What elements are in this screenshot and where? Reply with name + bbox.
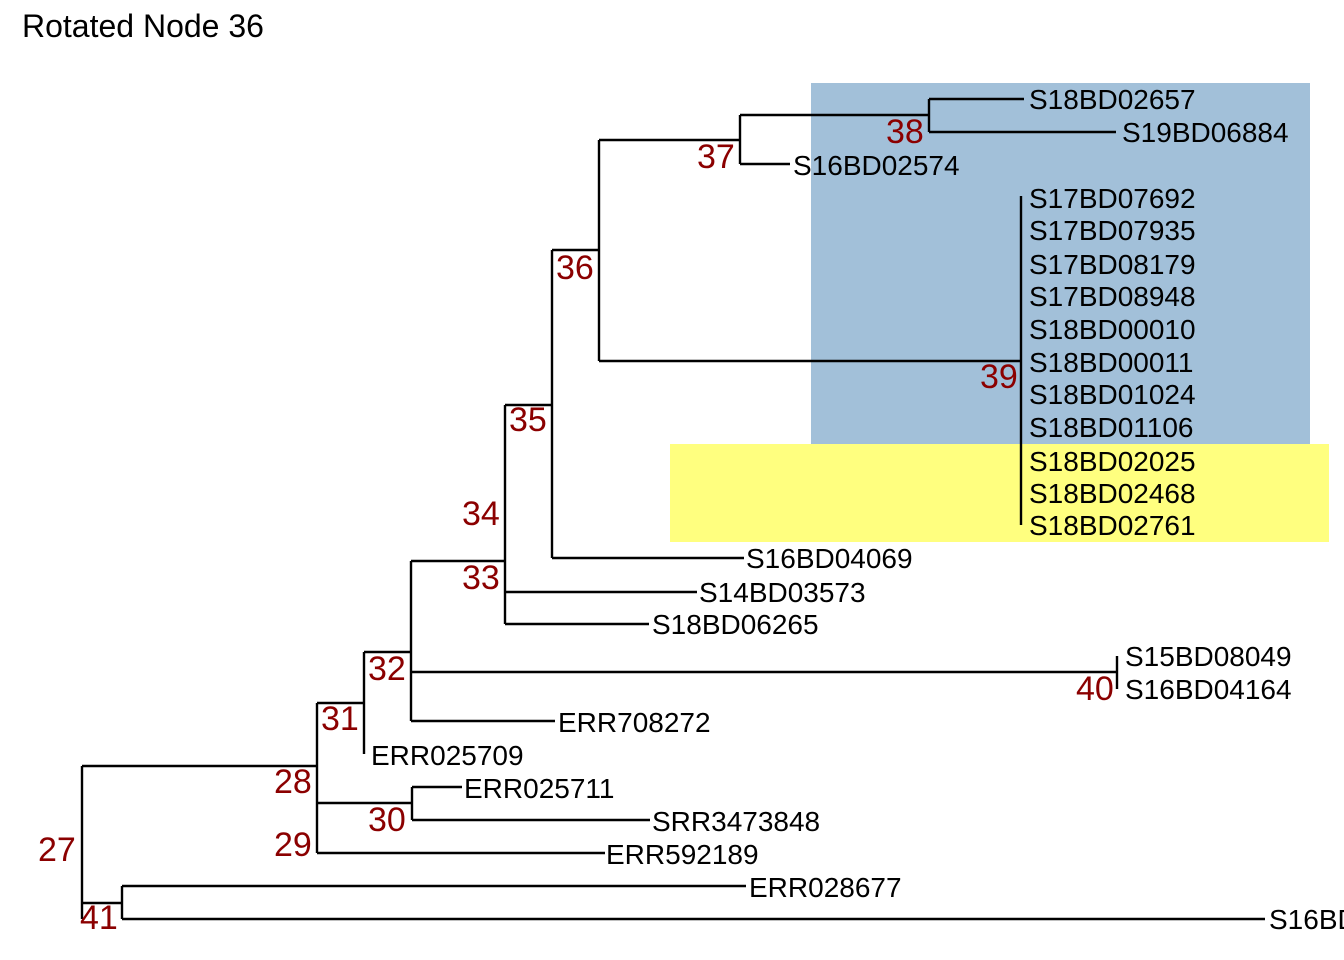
edge-31: [362, 650, 411, 754]
node-label-29: 29: [274, 826, 312, 864]
edge-33: [503, 403, 697, 626]
tip-label: S17BD07692: [1029, 183, 1196, 214]
node-label-34: 34: [462, 495, 500, 533]
plot-title: Rotated Node 36: [22, 8, 264, 44]
node-label-36: 36: [556, 249, 594, 287]
tip-label: ERR028677: [749, 872, 902, 903]
tip-label: S18BD02657: [1029, 84, 1196, 115]
edge-28: [315, 701, 605, 855]
tip-label: S18BD00010: [1029, 314, 1196, 345]
tip-label: S18BD00011: [1029, 347, 1194, 378]
highlight-blue: [811, 83, 1310, 444]
node-label-32: 32: [368, 650, 406, 688]
tree-edges: [80, 97, 1265, 921]
node-labels: 27 28 29 30 31 32 33 34 35 36 37 38 39 4…: [38, 113, 1114, 937]
edge-36: [550, 248, 744, 560]
node-label-30: 30: [368, 801, 406, 839]
tip-label: S18BD02468: [1029, 478, 1196, 509]
node-label-33: 33: [462, 559, 500, 597]
tip-label: ERR025709: [371, 740, 524, 771]
tip-label: S18BD02025: [1029, 446, 1196, 477]
tip-label: ERR025711: [464, 773, 614, 804]
tip-labels: S18BD02657 S19BD06884 S16BD02574 S17BD07…: [371, 84, 1344, 935]
node-label-38: 38: [886, 113, 924, 151]
tip-label: S19BD06884: [1122, 117, 1289, 148]
node-label-28: 28: [274, 763, 312, 801]
edge-38: [927, 97, 1116, 134]
tip-label: ERR592189: [606, 839, 759, 870]
tip-label: S18BD01106: [1029, 412, 1194, 443]
edge-36b: [597, 138, 1021, 363]
tip-label: S16BD04164: [1125, 674, 1292, 705]
tip-label: S16BD: [1269, 904, 1344, 935]
tip-label: S17BD07935: [1029, 215, 1196, 246]
tip-label: S18BD01024: [1029, 379, 1196, 410]
edge-32: [409, 559, 1117, 723]
edge-27: [80, 764, 317, 919]
node-label-37: 37: [697, 138, 735, 176]
tip-label: SRR3473848: [652, 806, 820, 837]
tip-label: S17BD08179: [1029, 249, 1196, 280]
tip-label: S15BD08049: [1125, 641, 1292, 672]
tip-label: S17BD08948: [1029, 281, 1196, 312]
tip-label: S18BD06265: [652, 609, 819, 640]
tip-label: ERR708272: [558, 707, 711, 738]
node-label-39: 39: [980, 358, 1018, 396]
tip-label: S16BD04069: [746, 543, 913, 574]
node-label-41: 41: [80, 899, 118, 937]
tip-label: S16BD02574: [793, 150, 960, 181]
node-label-27: 27: [38, 831, 76, 869]
edge-30: [410, 785, 650, 822]
edge-41: [120, 884, 1265, 921]
tip-label: S18BD02761: [1029, 510, 1196, 541]
node-label-31: 31: [321, 700, 359, 738]
highlight-yellow: [670, 444, 1329, 542]
node-label-40: 40: [1076, 670, 1114, 708]
node-label-35: 35: [509, 401, 547, 439]
tip-label: S14BD03573: [699, 577, 866, 608]
edge-37: [738, 113, 929, 166]
